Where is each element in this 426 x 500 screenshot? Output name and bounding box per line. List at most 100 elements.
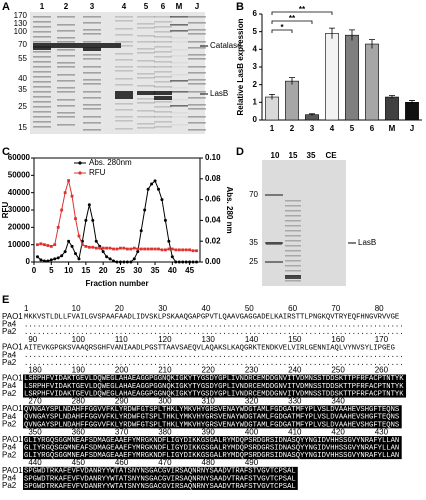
lane-label: M — [176, 2, 183, 11]
panel-label: D — [236, 146, 244, 158]
strain-name: Pa2 — [2, 358, 17, 367]
point — [35, 255, 39, 259]
ruler-number: 80 — [375, 304, 384, 313]
legend-label: Abs. 280nm — [89, 158, 132, 167]
gel-band — [83, 104, 101, 106]
gel-band — [154, 81, 172, 83]
strain-name: Pa4 — [2, 443, 17, 452]
x-tick-label: 15 — [81, 266, 90, 275]
gel-band — [188, 16, 206, 18]
gel-band — [188, 79, 206, 81]
point — [167, 247, 171, 251]
gel-band — [285, 260, 301, 262]
ruler-number: 220 — [202, 366, 216, 375]
gel-band — [285, 205, 301, 207]
conserved-block — [23, 466, 298, 490]
significance-label: ** — [299, 5, 306, 14]
gel-band — [285, 215, 301, 217]
ruler-number: 10 — [72, 304, 81, 313]
gel-band — [154, 31, 172, 33]
gel-band — [188, 122, 206, 124]
gel-band — [137, 102, 155, 104]
gel-band — [188, 47, 206, 49]
gel-band — [115, 53, 133, 55]
gel-band — [115, 41, 133, 43]
gel-band — [170, 99, 188, 101]
gel-band — [57, 80, 75, 82]
x-tick-label: 1 — [270, 124, 275, 133]
gel-band — [115, 95, 133, 99]
ruler-number: 420 — [331, 427, 345, 436]
gel-band — [265, 261, 283, 263]
gel-band — [115, 59, 133, 61]
ruler-number: 320 — [245, 397, 259, 406]
gel-band — [83, 83, 101, 85]
gel-band — [57, 49, 75, 51]
y-tick-label: 0 — [253, 115, 258, 124]
ruler-number: 380 — [158, 427, 172, 436]
bar — [265, 96, 279, 121]
gel-band — [154, 116, 172, 118]
gel-band — [115, 103, 133, 105]
gel-band — [154, 51, 172, 53]
gel-band — [170, 80, 188, 82]
point — [150, 247, 153, 251]
ruler-number: 120 — [158, 335, 172, 344]
point — [146, 187, 150, 191]
ruler-number: 460 — [115, 458, 129, 467]
bar — [405, 102, 419, 121]
ruler-number: 160 — [331, 335, 345, 344]
legend-label: RFU — [89, 168, 106, 177]
significance-bracket — [271, 20, 313, 24]
point — [174, 260, 178, 264]
gel-band — [83, 33, 101, 35]
gel-band — [83, 58, 101, 60]
ruler-number: 50 — [245, 304, 254, 313]
gel-band — [57, 30, 75, 32]
ruler-number: 490 — [245, 458, 259, 467]
gel-band — [57, 116, 75, 118]
gel-band — [33, 56, 51, 58]
ruler-number: 310 — [202, 397, 216, 406]
point — [42, 259, 46, 263]
sequence: GLIYRGQSGGMNEAFSDMAGEAAEFYMRGKNDFLIGYDIK… — [24, 437, 399, 445]
point — [167, 239, 171, 243]
ruler-number: 280 — [72, 397, 86, 406]
legend-marker — [78, 171, 82, 175]
strain-name: PAO1 — [2, 404, 23, 413]
gel-band — [57, 66, 75, 68]
ruler-number: 180 — [28, 366, 42, 375]
y2-tick-label: 0.10 — [205, 153, 221, 162]
point — [91, 218, 95, 222]
marker-label: 35 — [249, 238, 258, 247]
bar — [285, 80, 299, 121]
sequence: QVNGAYSPLNDAHFFGGVVFKLYRDWFGTSPLTHKLYMKV… — [24, 406, 399, 414]
gel-band — [83, 22, 101, 24]
gel-band — [285, 220, 301, 222]
gel-band — [57, 105, 75, 107]
x-axis-label: Fraction number — [85, 279, 148, 288]
point — [174, 248, 178, 252]
sequence: SPGWDTRKAFEVFVDANRYYWTATSNYNSGACGVIRSAQN… — [24, 468, 296, 476]
marker-label: 100 — [14, 27, 28, 36]
ruler-number: 430 — [375, 427, 389, 436]
gel-band — [188, 91, 206, 93]
gel-band — [33, 66, 51, 68]
gel-band — [57, 62, 75, 64]
ruler-number: 450 — [72, 458, 86, 467]
gel-band — [285, 280, 301, 282]
gel-band — [188, 116, 206, 118]
gel-band — [137, 73, 155, 75]
ruler-number: 410 — [288, 427, 302, 436]
point — [105, 246, 109, 250]
lane-label: 15 — [289, 151, 298, 160]
gel-band — [115, 70, 133, 72]
x-tick-label: 40 — [168, 266, 177, 275]
gel-band — [154, 106, 172, 108]
gel-band — [137, 48, 155, 50]
gel-band — [57, 74, 75, 76]
point — [177, 248, 181, 252]
point — [74, 252, 77, 256]
gel-band — [170, 66, 188, 68]
